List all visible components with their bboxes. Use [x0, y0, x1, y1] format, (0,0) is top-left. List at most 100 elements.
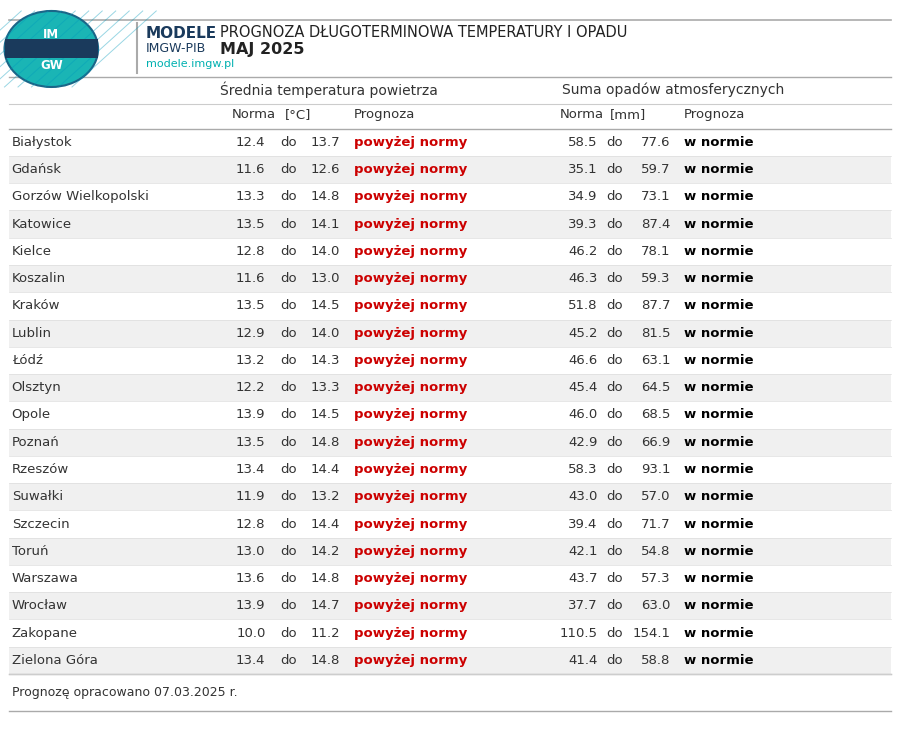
Text: do: do: [607, 190, 623, 203]
Text: Łódź: Łódź: [12, 354, 42, 367]
Text: do: do: [607, 218, 623, 230]
Text: 14.3: 14.3: [310, 354, 340, 367]
Text: w normie: w normie: [684, 599, 753, 613]
Text: do: do: [281, 300, 297, 312]
Text: 63.0: 63.0: [641, 599, 670, 613]
Text: w normie: w normie: [684, 463, 753, 476]
Text: powyżej normy: powyżej normy: [354, 491, 467, 503]
Text: 11.2: 11.2: [310, 626, 340, 640]
Text: 35.1: 35.1: [568, 163, 598, 176]
Text: Opole: Opole: [12, 409, 50, 422]
Text: w normie: w normie: [684, 327, 753, 340]
Bar: [4, 39, 98, 58]
Text: 45.2: 45.2: [568, 327, 598, 340]
Text: MAJ 2025: MAJ 2025: [220, 42, 305, 57]
Text: do: do: [281, 245, 297, 258]
Text: 66.9: 66.9: [641, 436, 670, 449]
Text: do: do: [281, 381, 297, 394]
Text: 13.7: 13.7: [310, 136, 340, 149]
Text: 42.1: 42.1: [568, 545, 598, 558]
Text: w normie: w normie: [684, 272, 753, 285]
Text: powyżej normy: powyżej normy: [354, 381, 467, 394]
Text: Katowice: Katowice: [12, 218, 72, 230]
Text: 12.9: 12.9: [236, 327, 266, 340]
Text: do: do: [607, 354, 623, 367]
Text: w normie: w normie: [684, 518, 753, 531]
Bar: [9, 538, 891, 565]
Text: Koszalin: Koszalin: [12, 272, 66, 285]
Text: Warszawa: Warszawa: [12, 572, 78, 585]
Text: w normie: w normie: [684, 491, 753, 503]
Bar: [9, 319, 891, 346]
Text: powyżej normy: powyżej normy: [354, 245, 467, 258]
Text: do: do: [607, 163, 623, 176]
Text: Kraków: Kraków: [12, 300, 60, 312]
Text: 58.3: 58.3: [568, 463, 598, 476]
Text: 71.7: 71.7: [641, 518, 670, 531]
Text: do: do: [281, 136, 297, 149]
Text: w normie: w normie: [684, 409, 753, 422]
Text: [mm]: [mm]: [610, 108, 646, 121]
Text: do: do: [607, 463, 623, 476]
Text: powyżej normy: powyżej normy: [354, 436, 467, 449]
Text: Prognoza: Prognoza: [354, 108, 415, 121]
Text: 39.4: 39.4: [568, 518, 598, 531]
Text: Kielce: Kielce: [12, 245, 51, 258]
Text: w normie: w normie: [684, 245, 753, 258]
Text: 58.8: 58.8: [641, 654, 670, 667]
Text: 37.7: 37.7: [568, 599, 598, 613]
Text: 13.9: 13.9: [236, 409, 266, 422]
Text: do: do: [607, 409, 623, 422]
Text: 87.7: 87.7: [641, 300, 670, 312]
Text: do: do: [607, 654, 623, 667]
Text: 14.4: 14.4: [310, 518, 340, 531]
Text: do: do: [607, 136, 623, 149]
Text: w normie: w normie: [684, 300, 753, 312]
Text: 51.8: 51.8: [568, 300, 598, 312]
Text: do: do: [281, 327, 297, 340]
Text: 57.0: 57.0: [641, 491, 670, 503]
Text: do: do: [607, 545, 623, 558]
Text: do: do: [607, 381, 623, 394]
Text: 81.5: 81.5: [641, 327, 670, 340]
Text: powyżej normy: powyżej normy: [354, 354, 467, 367]
Text: do: do: [281, 654, 297, 667]
Text: powyżej normy: powyżej normy: [354, 300, 467, 312]
Text: 12.2: 12.2: [236, 381, 266, 394]
Text: PROGNOZA DŁUGOTERMINOWA TEMPERATURY I OPADU: PROGNOZA DŁUGOTERMINOWA TEMPERATURY I OP…: [220, 25, 628, 39]
Text: 10.0: 10.0: [236, 626, 266, 640]
Text: 11.9: 11.9: [236, 491, 266, 503]
Text: powyżej normy: powyżej normy: [354, 190, 467, 203]
Text: do: do: [607, 436, 623, 449]
Text: Wrocław: Wrocław: [12, 599, 68, 613]
Text: do: do: [281, 599, 297, 613]
Text: w normie: w normie: [684, 654, 753, 667]
Text: powyżej normy: powyżej normy: [354, 163, 467, 176]
Text: [°C]: [°C]: [284, 108, 310, 121]
Text: 13.0: 13.0: [310, 272, 340, 285]
Text: w normie: w normie: [684, 218, 753, 230]
Text: powyżej normy: powyżej normy: [354, 545, 467, 558]
Text: do: do: [281, 436, 297, 449]
Text: do: do: [281, 491, 297, 503]
Text: 73.1: 73.1: [641, 190, 670, 203]
Text: Białystok: Białystok: [12, 136, 72, 149]
Text: 12.8: 12.8: [236, 245, 266, 258]
Text: powyżej normy: powyżej normy: [354, 327, 467, 340]
Text: do: do: [607, 491, 623, 503]
Bar: [9, 156, 891, 183]
Text: 14.0: 14.0: [310, 327, 340, 340]
Text: powyżej normy: powyżej normy: [354, 463, 467, 476]
Text: 46.0: 46.0: [569, 409, 598, 422]
Text: Prognozę opracowano 07.03.2025 r.: Prognozę opracowano 07.03.2025 r.: [12, 686, 238, 699]
Text: w normie: w normie: [684, 381, 753, 394]
Text: 13.5: 13.5: [236, 300, 266, 312]
Text: do: do: [281, 545, 297, 558]
Bar: [9, 211, 891, 238]
Text: 58.5: 58.5: [568, 136, 598, 149]
Text: Lublin: Lublin: [12, 327, 51, 340]
Text: 41.4: 41.4: [568, 654, 598, 667]
Text: w normie: w normie: [684, 163, 753, 176]
Circle shape: [4, 11, 98, 87]
Bar: [9, 592, 891, 619]
